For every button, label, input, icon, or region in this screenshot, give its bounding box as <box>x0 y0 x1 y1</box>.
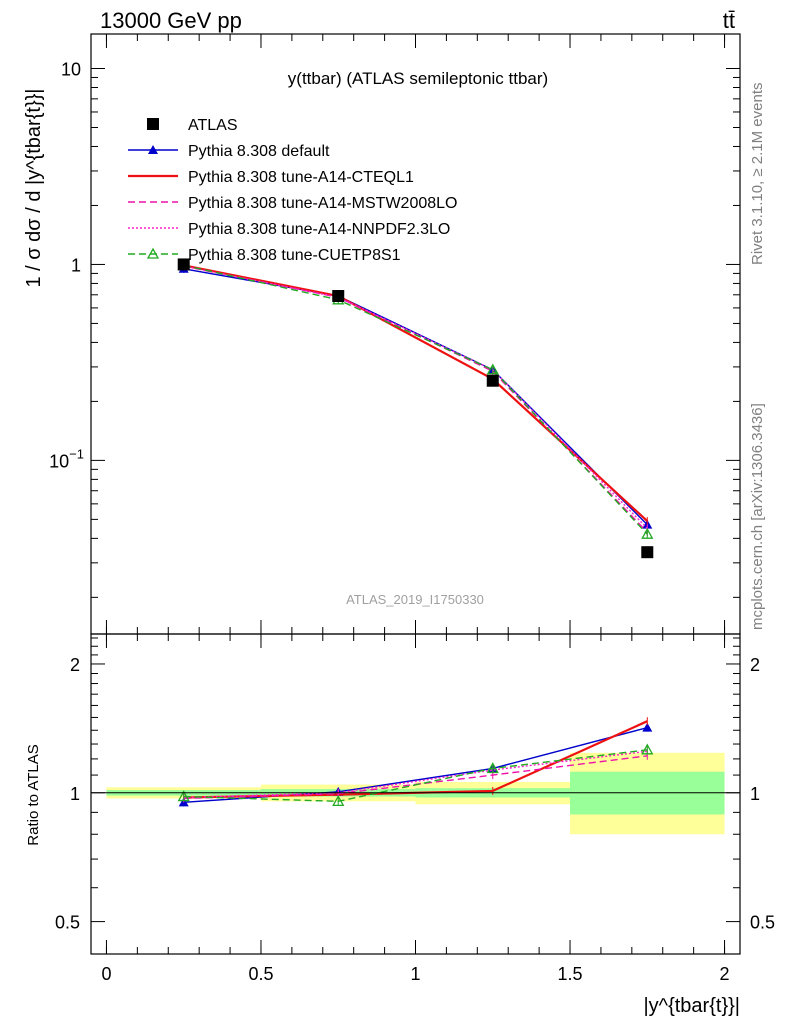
data-point-open-triangle <box>146 247 160 259</box>
x-tick-label: 2 <box>720 964 730 984</box>
y-tick-label: 1 <box>71 255 81 275</box>
x-tick-label: 1.5 <box>558 964 583 984</box>
series-line <box>183 750 648 799</box>
series-line <box>183 749 648 803</box>
main-series-layer <box>177 258 654 559</box>
legend: ATLAS Pythia 8.308 default Pythia 8.308 tu… <box>128 117 457 264</box>
legend-entry: Pythia 8.308 tune-CUETP8S1 <box>128 247 401 264</box>
series-line <box>183 265 648 533</box>
data-point-open-triangle <box>641 527 654 539</box>
x-tick-label: 0 <box>101 964 111 984</box>
x-tick-label: 1 <box>410 964 420 984</box>
data-point-square <box>332 290 345 303</box>
process-label: tt̄ <box>723 8 735 33</box>
data-point-triangle <box>148 145 158 154</box>
energy-label: 13000 GeV pp <box>100 8 242 33</box>
series-line <box>183 264 649 522</box>
data-point-square <box>641 546 654 559</box>
series-pythia-8-308-tune-a14-mstw2008lo <box>183 262 648 537</box>
data-point-open-triangle <box>332 795 345 806</box>
y-tick-label-left: 2 <box>70 655 80 675</box>
y-tick-label-right: 2 <box>750 655 760 675</box>
mcplots-label: mcplots.cern.ch [arXiv:1306.3436] <box>749 403 766 630</box>
data-point-square <box>177 258 190 271</box>
series-pythia-8-308-tune-cuetp8s1 <box>177 743 654 806</box>
series-line <box>183 268 648 526</box>
series-atlas <box>177 258 654 559</box>
legend-label: Pythia 8.308 tune-A14-MSTW2008LO <box>188 195 457 212</box>
data-point-triangle <box>642 722 653 732</box>
data-point-open-triangle <box>486 363 499 375</box>
legend-label: Pythia 8.308 tune-A14-CTEQL1 <box>188 169 414 186</box>
legend-entry: Pythia 8.308 tune-A14-CTEQL1 <box>128 169 414 186</box>
chart-title: y(ttbar) (ATLAS semileptonic ttbar) <box>288 69 548 88</box>
ratio-y-axis-label: Ratio to ATLAS <box>25 744 42 845</box>
main-y-axis-label: 1 / σ dσ / d |y^{tbar{t}}| <box>23 88 45 287</box>
data-point-open-triangle <box>641 743 654 755</box>
y-tick-label-right: 0.5 <box>750 913 775 933</box>
legend-label: Pythia 8.308 tune-A14-NNPDF2.3LO <box>188 221 450 238</box>
x-axis-label: |y^{tbar{t}}| <box>643 995 740 1017</box>
y-tick-label-left: 0.5 <box>55 913 80 933</box>
legend-entry: ATLAS <box>147 117 238 134</box>
y-tick-label: 10−1 <box>49 446 84 471</box>
data-point-square <box>486 374 499 387</box>
analysis-watermark: ATLAS_2019_I1750330 <box>346 592 484 607</box>
series-pythia-8-308-tune-a14-nnpdf2-3lo <box>183 262 648 533</box>
x-tick-label: 0.5 <box>248 964 273 984</box>
series-line <box>183 265 648 529</box>
series-line <box>183 264 648 535</box>
y-tick-label-right: 1 <box>750 784 760 804</box>
series-pythia-8-308-tune-a14-cteql1 <box>183 261 649 526</box>
main-panel: 10 1 10−1 y(ttbar) (ATLAS semileptonic ttb… <box>23 33 741 635</box>
y-tick-label: 10 <box>61 60 81 80</box>
legend-entry: Pythia 8.308 default <box>128 143 330 160</box>
legend-label: Pythia 8.308 default <box>188 143 330 160</box>
legend-entry: Pythia 8.308 tune-A14-MSTW2008LO <box>128 195 457 212</box>
rivet-version-label: Rivet 3.1.10, ≥ 2.1M events <box>749 83 766 266</box>
legend-entry: Pythia 8.308 tune-A14-NNPDF2.3LO <box>128 221 450 238</box>
data-point-open-triangle <box>486 762 499 774</box>
series-pythia-8-308-default <box>178 263 653 529</box>
data-point-open-triangle <box>177 790 190 802</box>
series-pythia-8-308-tune-cuetp8s1 <box>177 258 654 539</box>
ratio-panel: 2 2 1 1 0.5 0.5 0 0.5 1 1.5 2 Ratio to ATLAS |y^{t… <box>25 633 775 1017</box>
legend-label: ATLAS <box>188 117 238 134</box>
data-point-square <box>147 118 159 130</box>
ratio-axes: 2 2 1 1 0.5 0.5 0 0.5 1 1.5 2 <box>55 633 775 984</box>
legend-label: Pythia 8.308 tune-CUETP8S1 <box>188 247 401 264</box>
y-tick-label-left: 1 <box>70 784 80 804</box>
